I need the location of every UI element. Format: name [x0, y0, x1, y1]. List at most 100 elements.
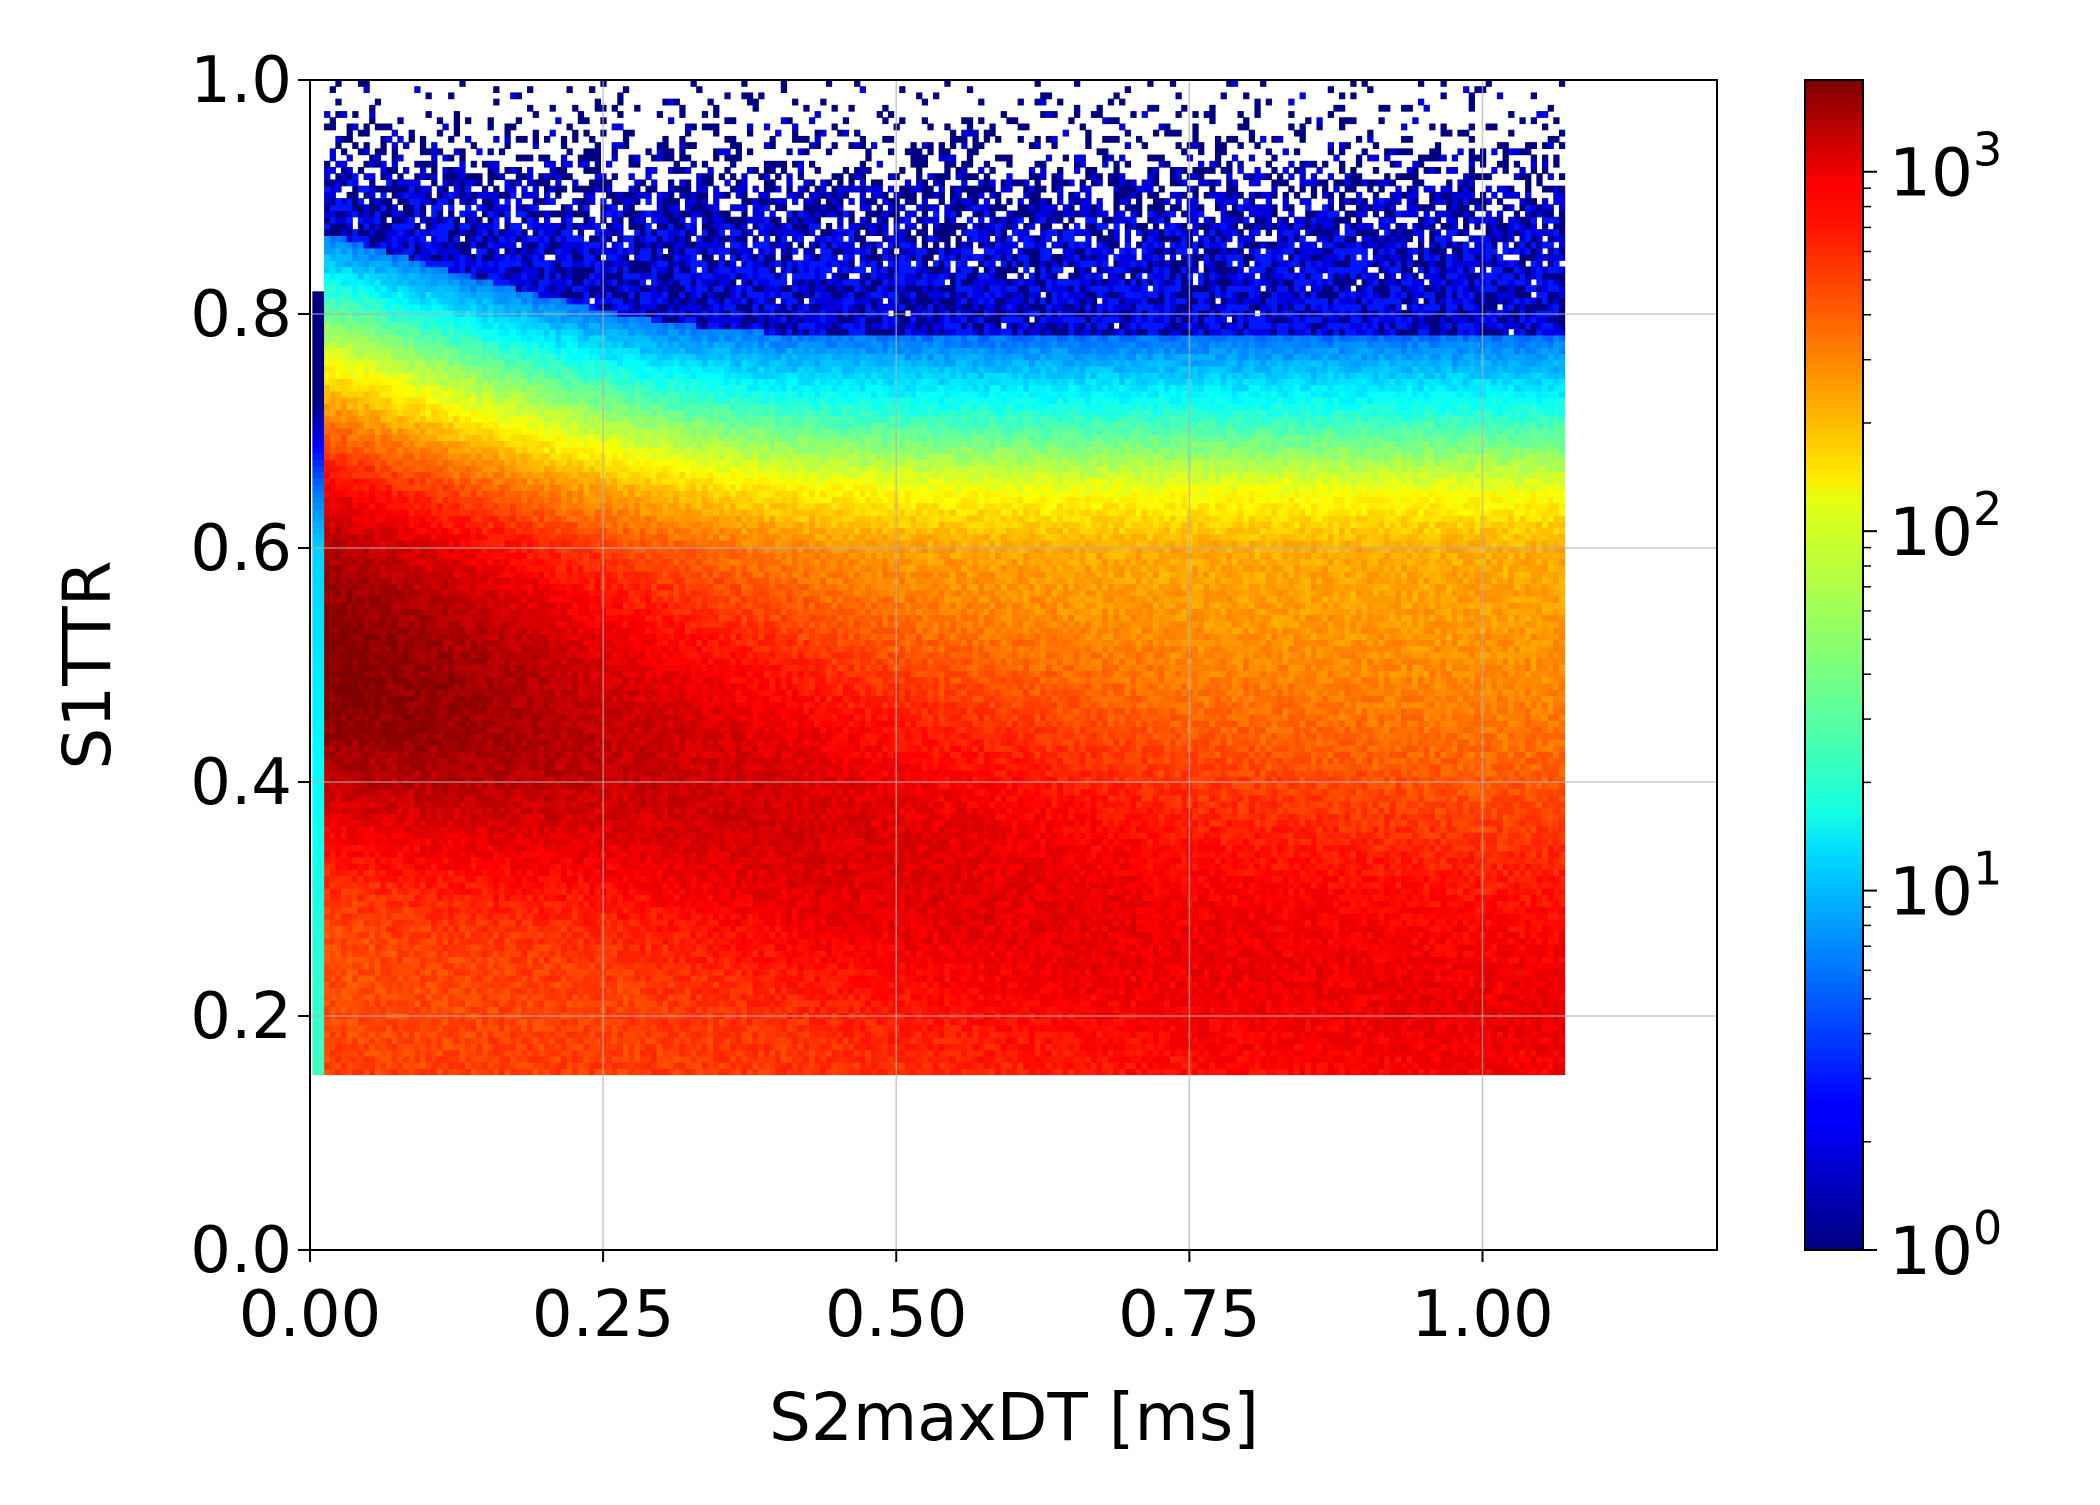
heatmap-cell	[1496, 999, 1504, 1007]
heatmap-cell	[1271, 1030, 1278, 1038]
heatmap-cell	[1440, 1024, 1447, 1032]
heatmap-cell	[1412, 1055, 1419, 1063]
heatmap-cell	[1074, 950, 1081, 958]
heatmap-cell	[1090, 975, 1098, 982]
heatmap-cell	[1214, 1062, 1222, 1069]
heatmap-cell	[374, 1043, 382, 1051]
heatmap-cell	[803, 1049, 810, 1057]
heatmap-cell	[1474, 981, 1481, 989]
heatmap-cell	[1040, 937, 1047, 945]
heatmap-cell	[1074, 1055, 1081, 1063]
heatmap-cell	[1006, 1055, 1013, 1063]
heatmap-cell	[1198, 975, 1205, 982]
heatmap-cell	[1000, 1018, 1007, 1026]
heatmap-cell	[668, 943, 675, 951]
heatmap-cell	[386, 1055, 393, 1063]
heatmap-cell	[397, 968, 404, 976]
heatmap-cell	[453, 1043, 460, 1051]
heatmap-cell	[543, 1049, 551, 1057]
heatmap-cell	[848, 1006, 855, 1013]
heatmap-cell	[1085, 975, 1092, 982]
heatmap-cell	[532, 993, 539, 1001]
heatmap-cell	[899, 999, 906, 1007]
heatmap-cell	[639, 1030, 647, 1038]
heatmap-cell	[1293, 968, 1301, 976]
heatmap-cell	[357, 999, 365, 1007]
heatmap-cell	[713, 975, 720, 982]
heatmap-cell	[825, 1062, 833, 1069]
heatmap-cell	[1169, 1024, 1177, 1032]
heatmap-cell	[527, 937, 534, 945]
heatmap-cell	[1023, 1062, 1030, 1069]
heatmap-cell	[543, 1030, 551, 1038]
heatmap-cell	[369, 931, 376, 939]
heatmap-cell	[1440, 937, 1447, 945]
heatmap-cell	[752, 1018, 759, 1026]
heatmap-cell	[1429, 999, 1436, 1007]
heatmap-cell	[1372, 999, 1380, 1007]
heatmap-cell	[1051, 1055, 1058, 1063]
heatmap-cell	[668, 999, 675, 1007]
heatmap-cell	[814, 981, 821, 989]
heatmap-cell	[1209, 1062, 1216, 1069]
heatmap-cell	[419, 993, 427, 1001]
heatmap-cell	[679, 1024, 686, 1032]
heatmap-cell	[1339, 1030, 1346, 1038]
heatmap-cell	[1468, 943, 1475, 951]
heatmap-cell	[1513, 1006, 1521, 1013]
heatmap-cell	[752, 999, 759, 1007]
heatmap-cell	[1293, 937, 1301, 945]
heatmap-cell	[1158, 1062, 1165, 1069]
heatmap-cell	[1378, 1049, 1385, 1057]
heatmap-cell	[543, 1062, 551, 1069]
heatmap-cell	[476, 956, 483, 964]
heatmap-cell	[803, 950, 810, 958]
heatmap-cell	[566, 1030, 573, 1038]
heatmap-cell	[1164, 950, 1171, 958]
heatmap-cell	[966, 999, 974, 1007]
heatmap-cell	[521, 993, 528, 1001]
heatmap-cell	[763, 962, 771, 970]
heatmap-cell	[1068, 931, 1075, 939]
heatmap-cell	[690, 1037, 697, 1045]
heatmap-cell	[1102, 1062, 1109, 1069]
heatmap-cell	[1367, 950, 1374, 958]
heatmap-cell	[611, 962, 618, 970]
heatmap-cell	[808, 987, 816, 995]
heatmap-cell	[887, 1068, 895, 1076]
heatmap-cell	[1062, 968, 1069, 976]
heatmap-cell	[837, 968, 844, 976]
heatmap-cell	[476, 950, 483, 958]
heatmap-cell	[1062, 987, 1069, 995]
heatmap-cell	[1028, 1024, 1036, 1032]
heatmap-cell	[713, 943, 720, 951]
heatmap-cell	[854, 950, 861, 958]
heatmap-cell	[622, 981, 630, 989]
heatmap-cell	[1361, 937, 1368, 945]
heatmap-cell	[904, 1024, 912, 1032]
heatmap-cell	[966, 1068, 974, 1076]
heatmap-cell	[324, 1018, 331, 1026]
heatmap-cell	[487, 950, 494, 958]
heatmap-cell	[1096, 1055, 1103, 1063]
heatmap-cell	[357, 1049, 365, 1057]
heatmap-cell	[1085, 1062, 1092, 1069]
heatmap-cell	[436, 931, 444, 939]
heatmap-cell	[611, 943, 618, 951]
heatmap-cell	[611, 1024, 618, 1032]
heatmap-cell	[831, 1055, 838, 1063]
heatmap-cell	[1530, 999, 1537, 1007]
heatmap-cell	[1090, 1024, 1098, 1032]
heatmap-cell	[1293, 981, 1301, 989]
heatmap-cell	[673, 981, 680, 989]
heatmap-cell	[1293, 1043, 1301, 1051]
heatmap-cell	[955, 1006, 962, 1013]
heatmap-cell	[707, 1024, 714, 1032]
heatmap-cell	[1017, 999, 1024, 1007]
heatmap-cell	[1451, 1018, 1459, 1026]
heatmap-cell	[476, 931, 483, 939]
heatmap-cell	[606, 950, 613, 958]
heatmap-cell	[1310, 968, 1318, 976]
heatmap-cell	[1017, 943, 1024, 951]
heatmap-cell	[1350, 981, 1357, 989]
